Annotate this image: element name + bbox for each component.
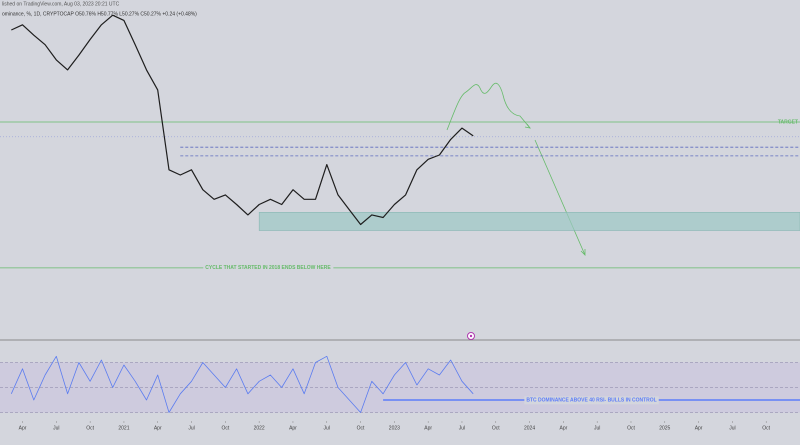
x-tick-label: 2025	[659, 425, 670, 431]
x-tick-label: Oct	[627, 425, 635, 431]
x-tick-label: Jul	[188, 425, 194, 431]
label-bg	[203, 264, 334, 273]
published-note: lished on TradingView.com, Aug 03, 2023 …	[2, 1, 120, 7]
forecast-arrow	[524, 123, 531, 129]
x-tick-label: Jul	[459, 425, 465, 431]
level-label: CYCLE THAT STARTED IN 2018 ENDS BELOW HE…	[205, 265, 331, 271]
x-tick-label: Apr	[154, 425, 162, 431]
x-tick-label: Oct	[221, 425, 229, 431]
x-tick-label: 2021	[118, 425, 129, 431]
x-tick-label: Oct	[492, 425, 500, 431]
x-tick-label: Oct	[357, 425, 365, 431]
level-label: BTC DOMINANCE ABOVE 40 RSI- BULLS IN CON…	[526, 397, 656, 403]
x-tick-label: 2024	[524, 425, 535, 431]
label-bg	[524, 396, 659, 405]
x-tick-label: Jul	[729, 425, 735, 431]
rsi-line	[10, 355, 474, 413]
x-tick-label: Jul	[324, 425, 330, 431]
level-label: TARGET	[778, 119, 798, 125]
event-marker-dot	[469, 334, 473, 338]
x-tick-label: Oct	[86, 425, 94, 431]
x-tick-label: Apr	[559, 425, 567, 431]
x-tick-label: Apr	[695, 425, 703, 431]
x-tick-label: Jul	[53, 425, 59, 431]
forecast-drop	[534, 139, 586, 256]
x-tick-label: Apr	[289, 425, 297, 431]
symbol-info: ominance, %, 1D, CRYPTOCAP O50.76% H50.7…	[2, 11, 197, 17]
forecast-path	[446, 82, 531, 131]
x-tick-label: 2022	[254, 425, 265, 431]
x-tick-label: Apr	[424, 425, 432, 431]
x-tick-label: Apr	[19, 425, 27, 431]
price-line	[11, 14, 474, 226]
x-tick-label: Jul	[594, 425, 600, 431]
x-tick-label: 2023	[389, 425, 400, 431]
x-tick-label: Oct	[762, 425, 770, 431]
support-zone	[258, 212, 800, 231]
